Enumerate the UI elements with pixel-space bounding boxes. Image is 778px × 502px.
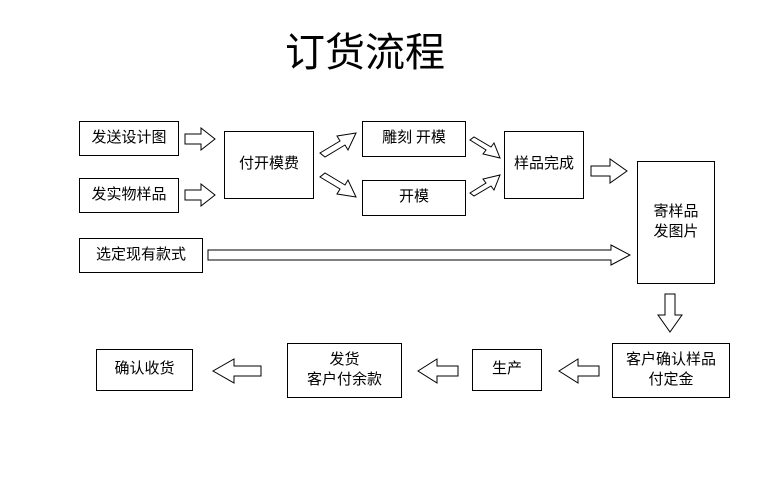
node-production: 生产	[472, 349, 542, 391]
node-label: 客户确认样品	[626, 351, 716, 371]
node-label: 样品完成	[514, 155, 574, 175]
node-label: 寄样品	[653, 203, 698, 223]
node-open-mold: 开模	[362, 180, 466, 216]
node-label: 付开模费	[239, 155, 299, 175]
node-label-2: 客户付余款	[307, 371, 382, 391]
page-title: 订货流程	[285, 20, 445, 78]
node-label: 雕刻 开模	[382, 129, 446, 149]
node-label: 确认收货	[114, 360, 174, 380]
node-label: 开模	[399, 188, 429, 208]
arrow-icon	[207, 244, 631, 266]
node-label: 发送设计图	[91, 129, 166, 149]
arrow-icon	[558, 358, 600, 384]
node-label: 发货	[329, 351, 359, 371]
node-send-physical: 发实物样品	[79, 178, 179, 213]
arrow-icon	[590, 158, 628, 184]
node-label: 选定现有款式	[96, 246, 186, 266]
node-label-2: 发图片	[653, 223, 698, 243]
node-label: 生产	[492, 360, 522, 380]
node-confirm-pay: 客户确认样品 付定金	[612, 343, 730, 398]
node-send-sample: 寄样品 发图片	[637, 161, 715, 284]
arrow-icon	[657, 293, 683, 333]
arrow-icon	[318, 170, 358, 200]
node-confirm-recv: 确认收货	[96, 349, 193, 391]
node-choose-style: 选定现有款式	[79, 238, 203, 273]
node-carve-mold: 雕刻 开模	[362, 121, 466, 157]
arrow-icon	[318, 130, 358, 160]
arrow-icon	[468, 172, 502, 198]
node-ship-balance: 发货 客户付余款	[287, 343, 402, 398]
arrow-icon	[417, 358, 459, 384]
arrow-icon	[184, 127, 216, 151]
node-sample-done: 样品完成	[504, 131, 584, 199]
arrow-icon	[212, 358, 262, 384]
node-pay-mold-fee: 付开模费	[224, 131, 314, 199]
node-send-design: 发送设计图	[79, 121, 179, 156]
arrow-icon	[468, 135, 502, 161]
node-label: 发实物样品	[91, 186, 166, 206]
node-label-2: 付定金	[648, 371, 693, 391]
arrow-icon	[184, 183, 216, 207]
